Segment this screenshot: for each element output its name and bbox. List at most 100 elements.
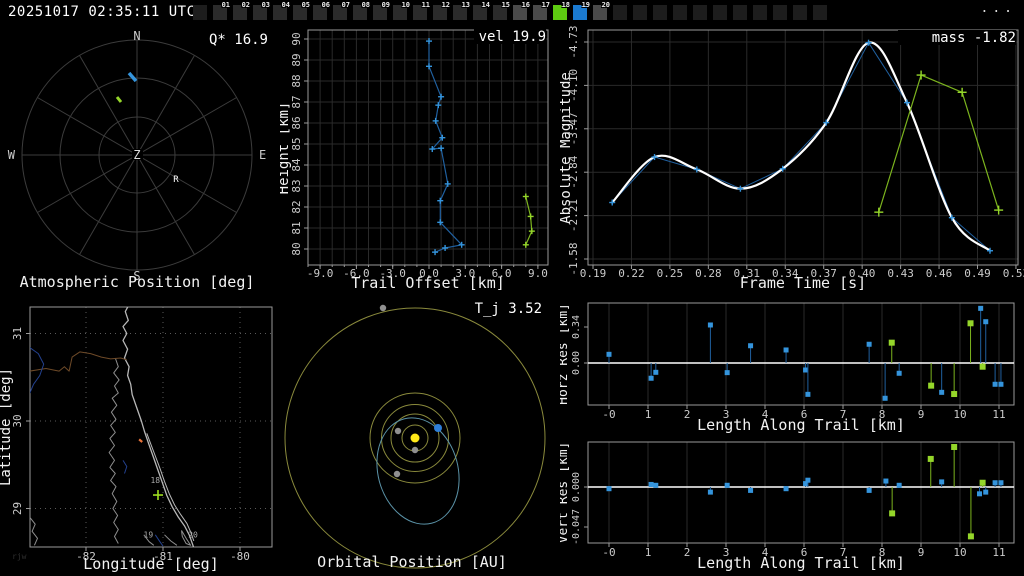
frame-thumb-03[interactable]: 03 <box>253 1 270 20</box>
x-tick-label: 7 <box>840 546 847 559</box>
frame-thumb-blank[interactable] <box>673 5 687 20</box>
x-tick-label: 9.0 <box>528 267 548 280</box>
frame-thumb-19[interactable]: 19 <box>573 1 590 20</box>
frame-thumb-08[interactable]: 08 <box>353 1 370 20</box>
x-tick-label: 6.0 <box>492 267 512 280</box>
frame-number-label: 20 <box>601 1 610 9</box>
frame-number-label: 06 <box>321 1 330 9</box>
y-tick-label: 84 <box>290 158 303 172</box>
x-tick-label: 3.0 <box>455 267 475 280</box>
frame-number-label: 04 <box>281 1 290 9</box>
frame-thumb-20[interactable]: 20 <box>593 1 610 20</box>
frame-thumb-blank[interactable] <box>633 5 647 20</box>
station-label-20: 20 <box>188 530 198 539</box>
ground-track <box>138 438 143 443</box>
panel-title: Orbital Position [AU] <box>317 553 507 571</box>
y-axis-label: Horz Res [km] <box>560 303 571 405</box>
inland-river-shore <box>108 357 120 544</box>
frame-number-label: 15 <box>501 1 510 9</box>
frame-thumb-13[interactable]: 13 <box>453 1 470 20</box>
x-tick-label: 6 <box>801 546 808 559</box>
frame-thumb-blank[interactable] <box>733 5 747 20</box>
frame-thumb-05[interactable]: 05 <box>293 1 310 20</box>
top-bar: 20251017 02:35:11 UTC 01 02 03 04 05 06 07 08 09… <box>0 0 1024 24</box>
y-tick-label: 81 <box>290 221 303 234</box>
y-tick-label: -0.047 <box>571 509 582 545</box>
y-tick-label: 82 <box>290 200 303 213</box>
frame-thumb-blank[interactable] <box>773 5 787 20</box>
q-star-readout: Q* 16.9 <box>209 32 268 48</box>
y-tick-label: -3.47 <box>567 112 580 145</box>
frame-thumb-blank[interactable] <box>193 5 207 20</box>
frame-thumb-blank[interactable] <box>813 5 827 20</box>
overflow-menu-button[interactable]: ... <box>980 1 1016 16</box>
x-tick-label: 0.40 <box>849 267 876 280</box>
y-tick-label: -4.73 <box>567 25 580 58</box>
x-tick-label: -9.0 <box>307 267 334 280</box>
x-tick-label: 0.43 <box>887 267 914 280</box>
frame-thumb-14[interactable]: 14 <box>473 1 490 20</box>
frame-number-label: 13 <box>461 1 470 9</box>
x-tick-label: 1 <box>645 408 652 421</box>
frame-number-label: 16 <box>521 1 530 9</box>
atmospheric-position-panel: N S W E Z R Q* 16.9 Atmospheric Position [deg] <box>0 24 280 294</box>
frame-thumb-17[interactable]: 17 <box>533 1 550 20</box>
x-tick-label: 9 <box>918 546 925 559</box>
frame-thumb-04[interactable]: 04 <box>273 1 290 20</box>
x-tick-label: 2 <box>684 408 691 421</box>
x-axis-label: Length Along Trail [km] <box>697 554 905 572</box>
x-tick-label: 0.34 <box>772 267 799 280</box>
planet-mars <box>393 470 401 478</box>
compass-south: S <box>133 269 140 283</box>
x-tick-label: -82 <box>76 550 96 563</box>
lagoon-shore <box>146 433 195 542</box>
utc-timestamp: 20251017 02:35:11 UTC <box>8 4 196 20</box>
frame-thumb-blank[interactable] <box>693 5 707 20</box>
frame-thumb-blank[interactable] <box>793 5 807 20</box>
frame-thumb-02[interactable]: 02 <box>233 1 250 20</box>
x-tick-label: 8 <box>879 546 886 559</box>
x-axis-label: Longitude [deg] <box>83 555 218 573</box>
state-boundary <box>30 351 127 372</box>
y-tick-label: 0.00 <box>571 351 582 375</box>
y-axis-label: Absolute Magnitude <box>560 72 574 224</box>
x-tick-label: 2 <box>684 546 691 559</box>
frame-thumb-blank[interactable] <box>713 5 727 20</box>
meteoroid-orbit <box>376 417 460 525</box>
y-axis-label: Height [km] <box>280 102 292 195</box>
frame-thumb-07[interactable]: 07 <box>333 1 350 20</box>
y-tick-label: 30 <box>11 414 24 427</box>
river <box>30 347 45 394</box>
x-tick-label: 9 <box>918 408 925 421</box>
frame-thumb-18[interactable]: 18 <box>553 1 570 20</box>
compass-east: E <box>259 148 266 162</box>
watermark: rjw <box>12 552 27 561</box>
frame-thumb-blank[interactable] <box>653 5 667 20</box>
light-curve-panel: 0.19 0.22 0.25 0.28 0.31 0.34 0.37 0.40 0.43 0.46… <box>560 24 1024 294</box>
x-tick-label: -6.0 <box>343 267 370 280</box>
frame-thumb-01[interactable]: 01 <box>213 1 230 20</box>
frame-thumb-10[interactable]: 10 <box>393 1 410 20</box>
frame-thumb-09[interactable]: 09 <box>373 1 390 20</box>
orbital-position-panel: T_j 3.52 Orbital Position [AU] <box>280 295 560 576</box>
frame-thumb-06[interactable]: 06 <box>313 1 330 20</box>
tisserand-readout: T_j 3.52 <box>475 301 542 317</box>
x-tick-label: -81 <box>153 550 173 563</box>
frame-thumb-11[interactable]: 11 <box>413 1 430 20</box>
x-tick-label: 0.28 <box>695 267 722 280</box>
river <box>154 534 164 547</box>
x-tick-label: 6 <box>801 408 808 421</box>
x-tick-label: 7 <box>840 408 847 421</box>
frame-thumb-blank[interactable] <box>613 5 627 20</box>
y-tick-label: -2.21 <box>567 199 580 232</box>
frame-thumb-15[interactable]: 15 <box>493 1 510 20</box>
x-tick-label: -80 <box>230 550 250 563</box>
frame-thumb-12[interactable]: 12 <box>433 1 450 20</box>
y-tick-label: 88 <box>290 74 303 87</box>
frame-thumb-16[interactable]: 16 <box>513 1 530 20</box>
y-tick-label: -2.84 <box>567 155 580 188</box>
frame-thumb-blank[interactable] <box>753 5 767 20</box>
y-tick-label: 0.34 <box>571 315 582 339</box>
trail-offset-panel: -9.0 -6.0 -3.0 0.0 3.0 6.0 9.0 80 81 82 83 84 85 86 87… <box>280 24 560 294</box>
frame-number-label: 02 <box>241 1 250 9</box>
